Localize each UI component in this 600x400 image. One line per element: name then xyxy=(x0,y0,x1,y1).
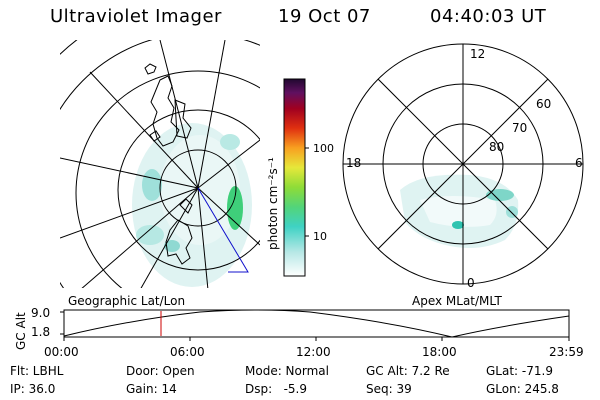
mode-info: Mode: Normal xyxy=(245,364,329,378)
mlat-label-70: 70 xyxy=(512,121,528,135)
timeline-xtick-0600: 06:00 xyxy=(170,345,205,359)
mlat-label-60: 60 xyxy=(536,97,552,111)
colorbar-tick-100: 100 xyxy=(313,142,334,155)
apex-grid-label: Apex MLat/MLT xyxy=(412,294,502,308)
gc-alt-info: GC Alt: 7.2 Re xyxy=(366,364,450,378)
mlt-label-18: 18 xyxy=(346,156,362,170)
gain-info: Gain: 14 xyxy=(126,382,177,396)
glon-info: GLon: 245.8 xyxy=(486,382,559,396)
date-label: 19 Oct 07 xyxy=(278,6,371,27)
instrument-title: Ultraviolet Imager xyxy=(50,6,222,27)
door-info: Door: Open xyxy=(126,364,195,378)
geo-grid-label: Geographic Lat/Lon xyxy=(68,294,186,308)
timeline-ytick-1-8: 1.8 xyxy=(31,325,51,339)
colorbar-tick-10: 10 xyxy=(313,230,327,243)
timeline-xtick-1800: 18:00 xyxy=(422,345,457,359)
mlt-label-0: 0 xyxy=(467,276,475,290)
timeline-xtick-1200: 12:00 xyxy=(296,345,331,359)
mlat-label-80: 80 xyxy=(489,140,505,154)
altitude-curve xyxy=(63,309,570,338)
timeline-ytick-9: 9.0 xyxy=(31,306,51,320)
aurora-image-polar xyxy=(400,174,519,248)
seq-info: Seq: 39 xyxy=(366,382,412,396)
dsp-info: Dsp: -5.9 xyxy=(245,382,308,396)
mlt-label-6: 6 xyxy=(575,156,583,170)
glat-info: GLat: -71.9 xyxy=(486,364,553,378)
timeline-xtick-2359: 23:59 xyxy=(549,345,584,359)
mlt-label-12: 12 xyxy=(470,47,486,61)
ip-info: IP: 36.0 xyxy=(10,382,56,396)
colorbar xyxy=(283,78,309,277)
filter-info: Flt: LBHL xyxy=(10,364,64,378)
timeline-xtick-0000: 00:00 xyxy=(44,345,79,359)
time-label: 04:40:03 UT xyxy=(430,6,547,27)
